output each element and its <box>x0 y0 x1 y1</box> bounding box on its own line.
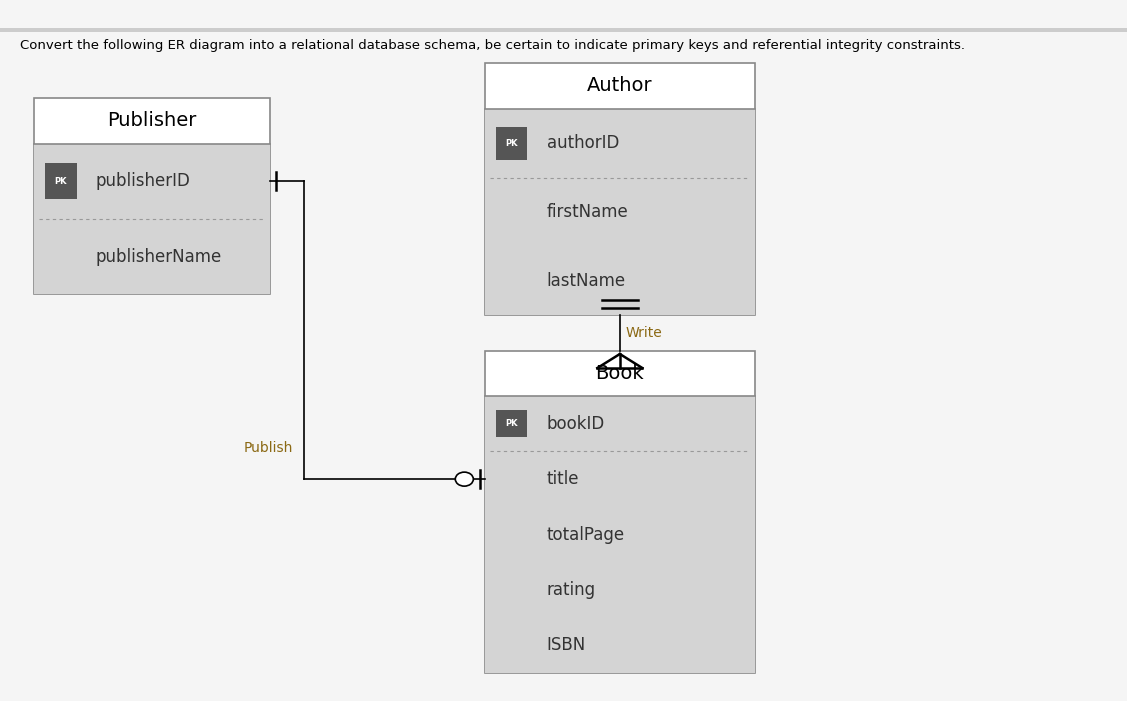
Bar <box>34 98 270 294</box>
Text: Write: Write <box>625 326 663 340</box>
Text: totalPage: totalPage <box>547 526 624 543</box>
Text: PK: PK <box>54 177 68 186</box>
Text: Author: Author <box>587 76 653 95</box>
Text: Publisher: Publisher <box>107 111 197 130</box>
Bar <box>485 109 755 315</box>
Bar <box>34 144 270 294</box>
Bar <box>485 396 755 673</box>
Text: Publish: Publish <box>243 441 293 454</box>
Text: authorID: authorID <box>547 134 619 152</box>
Text: Book: Book <box>595 364 645 383</box>
Bar <box>485 350 755 673</box>
Bar <box>0 28 1127 32</box>
Text: title: title <box>547 470 579 488</box>
Text: PK: PK <box>505 139 518 148</box>
Text: rating: rating <box>547 581 596 599</box>
Ellipse shape <box>455 472 473 486</box>
Bar <box>496 127 527 160</box>
Bar <box>496 411 527 437</box>
Bar <box>485 63 755 315</box>
Text: bookID: bookID <box>547 415 605 433</box>
Bar <box>45 163 77 200</box>
Text: firstName: firstName <box>547 203 629 221</box>
Text: lastName: lastName <box>547 272 625 290</box>
Text: Convert the following ER diagram into a relational database schema, be certain t: Convert the following ER diagram into a … <box>20 39 966 52</box>
Text: publisherName: publisherName <box>96 247 222 266</box>
Text: publisherID: publisherID <box>96 172 190 191</box>
Text: PK: PK <box>505 419 518 428</box>
Text: ISBN: ISBN <box>547 637 586 654</box>
